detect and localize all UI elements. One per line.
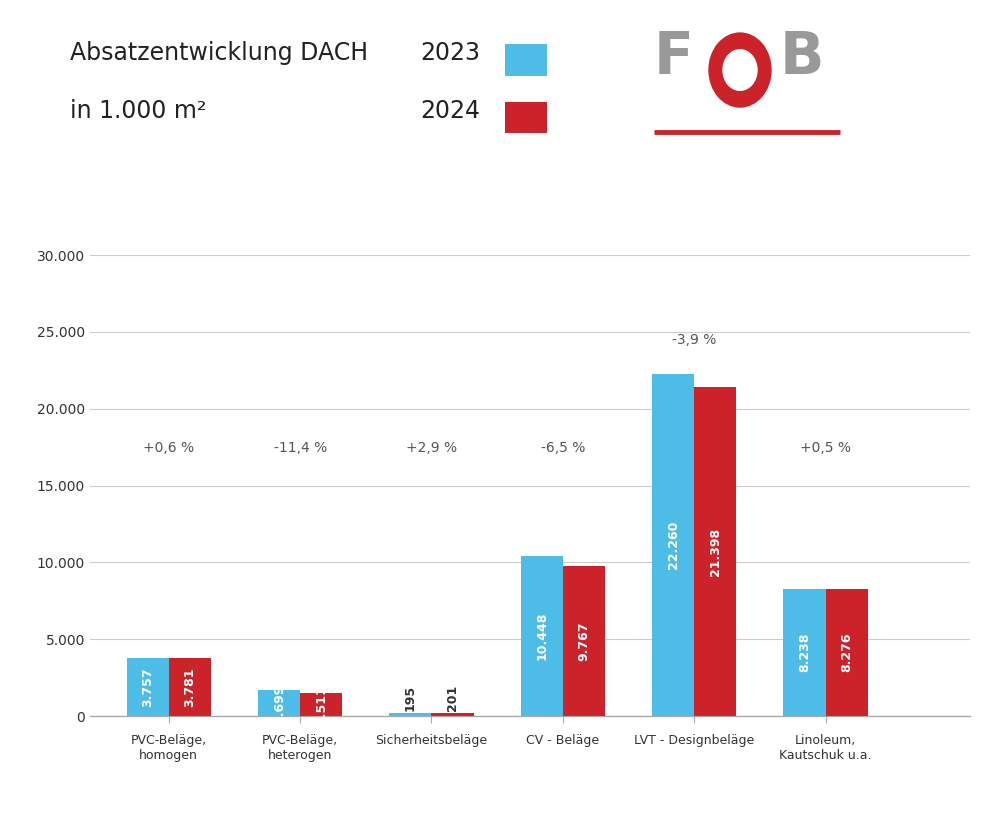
- Text: 8.276: 8.276: [840, 633, 853, 672]
- Text: 2023: 2023: [420, 41, 480, 65]
- Bar: [300, 693, 342, 716]
- Bar: [826, 589, 868, 716]
- Text: Absatzentwicklung DACH: Absatzentwicklung DACH: [70, 41, 368, 65]
- Bar: [431, 713, 474, 716]
- Text: +0,5 %: +0,5 %: [800, 441, 851, 455]
- Text: -3,9 %: -3,9 %: [672, 333, 716, 347]
- Text: 10.448: 10.448: [535, 611, 548, 660]
- Bar: [652, 374, 694, 716]
- Bar: [563, 566, 605, 716]
- Text: 21.398: 21.398: [709, 528, 722, 576]
- Text: 201: 201: [446, 685, 459, 710]
- Bar: [389, 713, 431, 716]
- Text: 195: 195: [404, 685, 417, 711]
- Text: 3.781: 3.781: [183, 667, 196, 707]
- Text: 22.260: 22.260: [667, 521, 680, 570]
- Text: in 1.000 m²: in 1.000 m²: [70, 99, 206, 123]
- Text: -11,4 %: -11,4 %: [274, 441, 327, 455]
- Text: 1.699: 1.699: [273, 683, 286, 723]
- Bar: [521, 556, 563, 716]
- Text: 9.767: 9.767: [577, 621, 590, 661]
- Text: E: E: [731, 56, 749, 84]
- Text: 1.511: 1.511: [315, 685, 328, 724]
- Circle shape: [709, 33, 771, 107]
- Text: -6,5 %: -6,5 %: [541, 441, 585, 455]
- Text: F: F: [654, 30, 694, 86]
- Bar: [258, 690, 300, 716]
- Text: 2024: 2024: [420, 99, 480, 123]
- Bar: [694, 388, 736, 716]
- Text: B: B: [780, 30, 825, 86]
- Bar: [783, 589, 826, 716]
- Text: 8.238: 8.238: [798, 633, 811, 672]
- Circle shape: [723, 49, 757, 91]
- Text: +2,9 %: +2,9 %: [406, 441, 457, 455]
- Text: 3.757: 3.757: [141, 667, 154, 707]
- Bar: [127, 658, 169, 716]
- Bar: [169, 658, 211, 716]
- Text: +0,6 %: +0,6 %: [143, 441, 194, 455]
